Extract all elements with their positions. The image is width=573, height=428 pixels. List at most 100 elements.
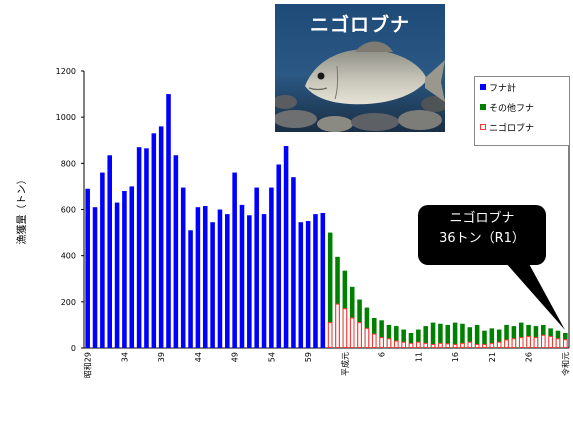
bar-other	[467, 327, 473, 348]
bar-total	[210, 222, 215, 348]
bar-nigorobuna	[394, 340, 399, 349]
bar-total	[129, 186, 135, 348]
bar-nigorobuna	[430, 344, 436, 349]
bar-other	[430, 322, 436, 348]
bar-total	[173, 155, 179, 348]
bar-nigorobuna	[371, 333, 377, 348]
bar-other	[533, 326, 539, 348]
bar-total	[276, 164, 282, 348]
bar-other	[482, 330, 487, 348]
bar-nigorobuna	[533, 337, 539, 348]
y-axis-label: 漁獲量（トン）	[15, 175, 28, 245]
bar-total	[85, 188, 90, 348]
bar-total	[144, 148, 149, 348]
bar-other	[416, 329, 421, 348]
y-tick-label: 200	[61, 298, 76, 307]
legend-item-nigorobuna: ニゴロブナ	[475, 117, 569, 137]
bar-nigorobuna	[438, 342, 443, 348]
fish-photo: ニゴロブナ	[275, 4, 445, 132]
y-tick-label: 1000	[56, 113, 76, 122]
bar-nigorobuna	[401, 341, 406, 348]
callout-line-1: ニゴロブナ	[449, 211, 515, 226]
bar-nigorobuna	[518, 337, 524, 348]
callout-box	[418, 205, 546, 265]
bar-nigorobuna	[349, 317, 355, 349]
bar-nigorobuna	[482, 344, 487, 349]
bar-other	[408, 332, 414, 348]
bar-other	[445, 324, 451, 348]
photo-title: ニゴロブナ	[309, 14, 410, 36]
x-tick-label: 39	[157, 352, 166, 362]
bar-total	[166, 94, 171, 348]
x-tick-label: 16	[451, 352, 460, 362]
bar-nigorobuna	[504, 339, 509, 349]
bar-total	[283, 146, 289, 348]
bar-nigorobuna	[511, 338, 517, 348]
bar-nigorobuna	[416, 341, 421, 348]
bar-total	[305, 221, 311, 348]
legend-swatch-other	[480, 104, 486, 110]
fish-image	[275, 4, 445, 132]
bar-total	[247, 215, 252, 348]
bar-nigorobuna	[364, 327, 370, 349]
bar-nigorobuna	[445, 343, 451, 349]
bar-total	[92, 207, 98, 348]
bar-nigorobuna	[460, 342, 465, 348]
callout-bubble	[418, 205, 565, 330]
legend-swatch-total	[480, 84, 486, 90]
bar-other	[364, 307, 370, 348]
bar-nigorobuna	[526, 335, 531, 349]
bar-other	[452, 322, 458, 348]
bar-nigorobuna	[555, 338, 561, 348]
x-tick-label: 昭和29	[84, 352, 93, 378]
y-tick-label: 400	[61, 252, 76, 261]
chart-bars	[85, 94, 568, 349]
x-tick-label: 44	[194, 352, 203, 362]
bar-total	[313, 214, 318, 348]
bar-total	[291, 177, 296, 348]
bar-total	[107, 155, 112, 348]
bar-nigorobuna	[548, 335, 553, 349]
bar-nigorobuna	[327, 322, 333, 349]
bar-nigorobuna	[452, 344, 458, 349]
bar-total	[269, 187, 274, 348]
bar-nigorobuna	[379, 337, 384, 348]
callout-text: ニゴロブナ 36トン（R1）	[423, 209, 541, 249]
bar-total	[217, 209, 223, 348]
bar-total	[136, 147, 142, 348]
bar-other	[371, 317, 377, 348]
bar-total	[188, 230, 193, 348]
callout-line-2: 36トン（R1）	[439, 231, 525, 246]
bar-nigorobuna	[489, 342, 495, 348]
y-tick-label: 800	[61, 159, 76, 168]
bar-total	[180, 187, 186, 348]
bar-other	[489, 328, 495, 348]
bar-total	[151, 133, 157, 348]
legend-label-other: その他フナ	[489, 103, 535, 114]
bar-other	[386, 324, 392, 348]
bar-nigorobuna	[408, 342, 414, 348]
bar-total	[195, 207, 201, 348]
bar-other	[474, 324, 480, 348]
bar-total	[254, 187, 259, 348]
bar-nigorobuna	[357, 322, 362, 349]
bar-nigorobuna	[563, 339, 568, 349]
x-tick-label: 11	[414, 352, 423, 362]
bar-total	[122, 191, 127, 348]
bar-total	[239, 204, 245, 348]
callout-pointer	[505, 262, 565, 330]
bar-other	[511, 326, 517, 348]
y-tick-labels: 0 200 400 600 800 1000 1200	[56, 67, 76, 353]
bar-total	[261, 214, 267, 348]
chart-legend: フナ計 その他フナ ニゴロブナ	[474, 76, 570, 146]
x-tick-labels: 昭和29 34 39 44 49 54 59 平成元 6 11 16 21 26 令和元	[84, 352, 571, 378]
bar-nigorobuna	[467, 341, 473, 348]
bar-other	[394, 326, 399, 348]
x-tick-label: 34	[120, 352, 129, 362]
bar-other	[349, 286, 355, 348]
bar-nigorobuna	[474, 344, 480, 349]
bar-other	[379, 320, 384, 348]
bar-total	[225, 214, 230, 348]
bar-total	[158, 126, 164, 349]
